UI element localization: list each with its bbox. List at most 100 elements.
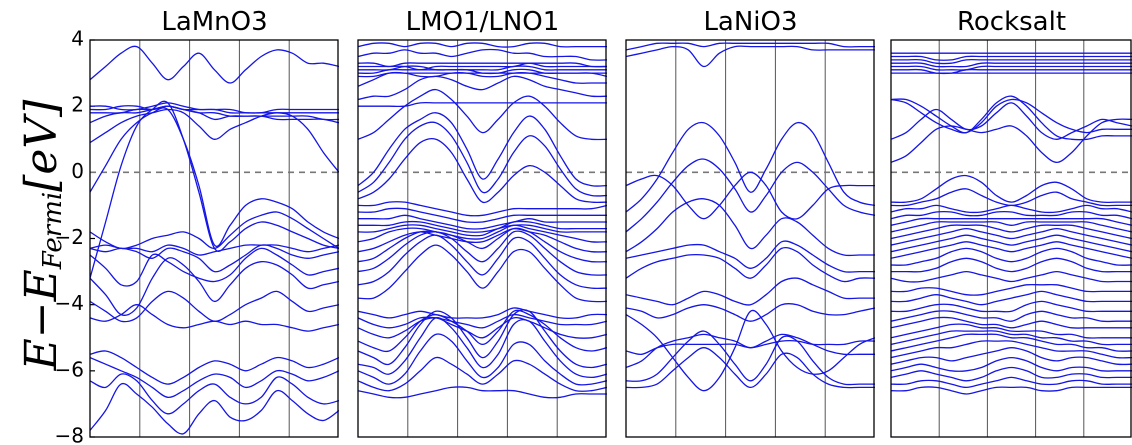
band-line [626, 45, 875, 68]
band-line [891, 330, 1132, 346]
y-axis-label-unit: [eV] [16, 99, 67, 192]
band-line [90, 357, 339, 398]
band-line [358, 316, 607, 379]
band-line [891, 257, 1132, 273]
band-line [891, 310, 1132, 323]
panel-lamno3: LaMnO3 [89, 7, 339, 438]
band-line [358, 121, 607, 197]
band-line [90, 247, 339, 287]
band-line [358, 68, 607, 75]
band-line [90, 290, 339, 323]
band-line [891, 221, 1132, 233]
band-line [90, 244, 339, 273]
band-line [891, 210, 1132, 220]
panel-title: Rocksalt [957, 7, 1066, 37]
band-line [358, 75, 607, 101]
band-line [358, 309, 607, 353]
band-line [891, 68, 1132, 75]
band-line [891, 386, 1132, 395]
band-line [358, 356, 607, 392]
band-line [90, 257, 339, 316]
band-line [626, 42, 875, 51]
y-tick-label: −4 [55, 291, 84, 315]
band-line [891, 283, 1132, 296]
band-line [891, 217, 1132, 226]
y-tick-label: −6 [55, 357, 84, 381]
panels: LaMnO3 LMO1/LNO1 LaNiO3 Rocksalt [89, 7, 1132, 438]
panel-rocksalt: Rocksalt [890, 7, 1132, 438]
panel-lanio3: LaNiO3 [625, 7, 875, 438]
band-line [358, 42, 607, 48]
y-tick-label: −8 [55, 424, 84, 445]
band-line [891, 188, 1132, 207]
panel-lmo1-lno1: LMO1/LNO1 [357, 7, 607, 438]
panel-title: LaNiO3 [703, 7, 797, 37]
band-line [891, 65, 1132, 71]
band-line [891, 55, 1132, 61]
panel-title: LMO1/LNO1 [406, 7, 560, 37]
band-line [90, 108, 339, 173]
band-line [90, 100, 339, 279]
band-line [891, 118, 1132, 164]
band-line [626, 330, 875, 386]
band-line [358, 112, 607, 187]
band-line [90, 244, 339, 256]
band-line [358, 227, 607, 253]
band-line [358, 62, 607, 71]
band-line [358, 244, 607, 303]
y-tick-label: 0 [71, 159, 84, 183]
band-lines [358, 42, 607, 399]
panel-frame [357, 39, 607, 438]
band-line [626, 309, 875, 392]
band-line [358, 234, 607, 290]
band-line [90, 107, 339, 248]
band-line [90, 373, 339, 415]
y-tick-label: 4 [71, 27, 84, 51]
band-line [891, 316, 1132, 329]
band-line [891, 241, 1132, 259]
band-line [358, 220, 607, 233]
band-line [358, 62, 607, 68]
band-line [358, 65, 607, 71]
band-line [891, 224, 1132, 240]
band-line [358, 386, 607, 399]
band-line [891, 62, 1132, 68]
panel-frame [89, 39, 339, 438]
band-line [626, 347, 875, 389]
band-line [891, 247, 1132, 266]
band-line [358, 137, 607, 204]
band-line [358, 207, 607, 224]
y-axis-label-main: E−E [16, 269, 67, 371]
band-line [891, 300, 1132, 313]
band-line [891, 102, 1132, 140]
band-line [891, 95, 1132, 141]
band-line [626, 158, 875, 233]
band-line [358, 230, 607, 276]
band-lines [891, 52, 1132, 395]
band-line [358, 214, 607, 230]
band-line [90, 102, 339, 114]
band-line [358, 313, 607, 329]
band-line [90, 382, 339, 435]
band-line [891, 290, 1132, 306]
band-lines [90, 45, 339, 435]
band-line [891, 347, 1132, 366]
svg-text:E−EFermi[eV]: E−EFermi[eV] [16, 99, 69, 371]
band-line [891, 174, 1132, 204]
band-lines [626, 42, 875, 392]
band-line [358, 317, 607, 339]
band-line [891, 227, 1132, 246]
band-line [358, 224, 607, 243]
y-axis-ticks: 4 2 0 −2 −4 −6 −8 [55, 27, 95, 445]
panel-title: LaMnO3 [161, 7, 267, 37]
panel-frame [890, 39, 1132, 438]
band-line [90, 45, 339, 84]
band-line [626, 246, 875, 283]
band-line [358, 201, 607, 217]
band-line [891, 98, 1132, 134]
band-line [358, 101, 607, 108]
band-line [626, 198, 875, 257]
band-line [891, 234, 1132, 253]
band-line [626, 303, 875, 322]
